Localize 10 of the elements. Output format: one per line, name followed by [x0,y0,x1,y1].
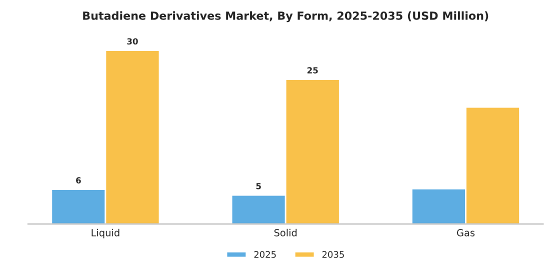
x-tick-label: Gas [457,229,475,236]
data-label: 25 [307,67,318,74]
legend-label: 2025 [254,251,276,258]
data-label: 30 [127,38,138,45]
x-tick-label: Liquid [92,228,120,238]
legend-label: 2035 [322,251,344,258]
x-tick-label: Solid [274,228,297,236]
data-label: 6 [76,177,81,184]
data-label: 5 [256,183,261,190]
chart-title: Butadiene Derivatives Market, By Form, 2025-2035 (USD Million) [83,11,488,22]
